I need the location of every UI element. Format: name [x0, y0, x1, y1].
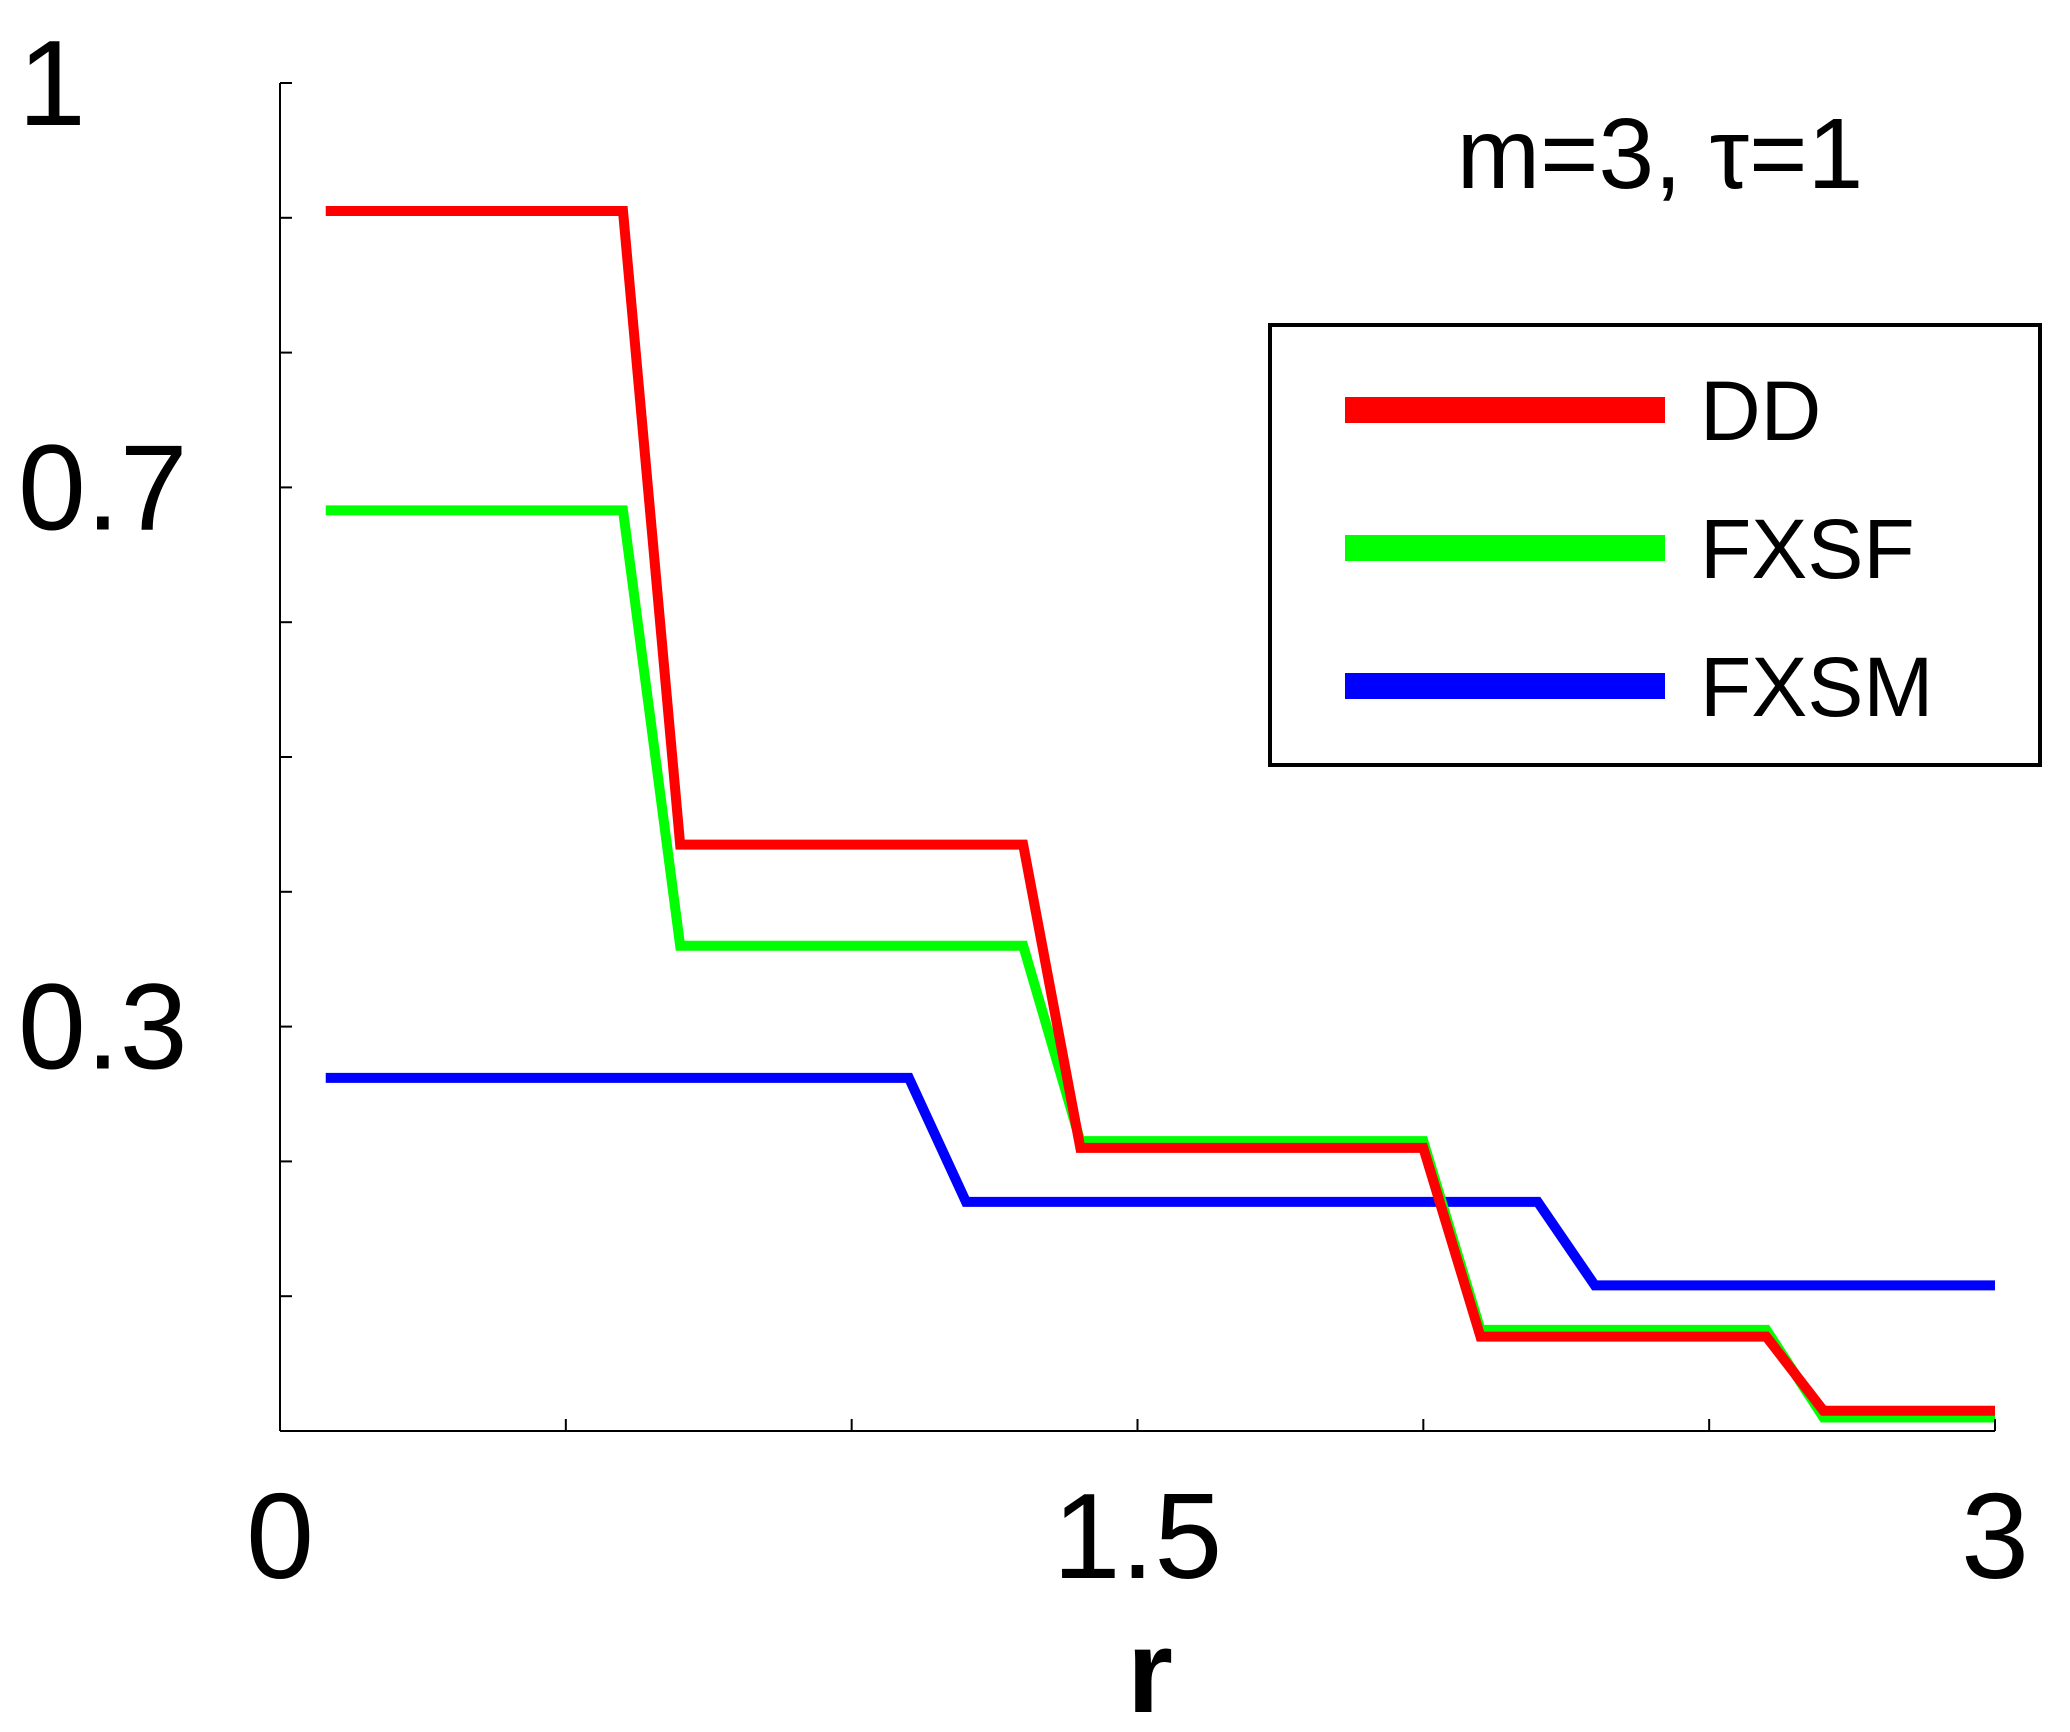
- x-tick-label: 0: [246, 1468, 314, 1604]
- y-tick-label: 1: [18, 15, 86, 151]
- chart-annotation: m=3, τ=1: [1457, 98, 1863, 210]
- legend-label-fxsf: FXSF: [1700, 502, 1915, 596]
- legend-items: DD FXSF FXSM: [1345, 364, 1933, 734]
- y-tick-label: 0.7: [18, 419, 188, 555]
- x-tick-label: 3: [1961, 1468, 2029, 1604]
- legend-label-fxsm: FXSM: [1700, 640, 1933, 734]
- plot-lines: [325, 206, 1995, 1423]
- legend: DD FXSF FXSM: [1268, 323, 2042, 767]
- tick-marks: [279, 82, 1996, 1432]
- series-line-dd: [325, 206, 1995, 1416]
- tick-labels: 0 1.5 3 0.3 0.7 1: [18, 15, 2029, 1604]
- x-tick-label: 1.5: [1053, 1468, 1223, 1604]
- legend-label-dd: DD: [1700, 364, 1821, 458]
- y-tick-label: 0.3: [18, 959, 188, 1095]
- series-line-fxsm: [325, 1072, 1995, 1291]
- x-axis-title: r: [1127, 1606, 1173, 1732]
